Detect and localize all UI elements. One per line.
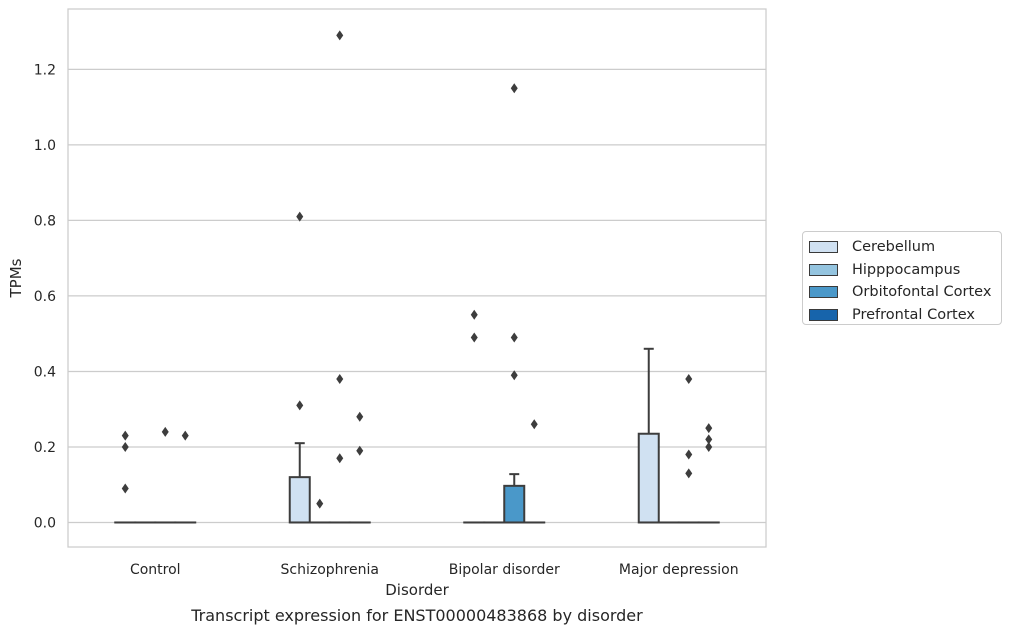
outlier-point: [181, 430, 189, 441]
box-body: [637, 432, 660, 524]
x-tick-label-control: Control: [130, 562, 181, 578]
outlier-point: [530, 419, 538, 430]
outlier-point: [705, 434, 713, 445]
outlier-point: [336, 373, 344, 384]
y-tick-label: 0.6: [34, 289, 56, 305]
y-axis-label: TPMs: [7, 258, 25, 298]
box-orbitofontal-cortex-bipolar-disorder: [503, 83, 526, 524]
x-axis-ticks: Control Schizophrenia Bipolar disorder Majo…: [130, 562, 739, 578]
outlier-point: [296, 211, 304, 222]
box-body: [503, 484, 526, 524]
legend-item-hippocampus: Hipppocampus: [809, 259, 1001, 282]
outlier-point: [705, 423, 713, 434]
outlier-point: [161, 426, 169, 437]
legend-item-cerebellum: Cerebellum: [809, 236, 1001, 259]
box-cerebellum-control: [114, 430, 137, 524]
y-tick-label: 0.2: [34, 440, 56, 456]
legend-swatch-orbitofrontal-cortex: [809, 286, 838, 299]
x-tick-label-bipolar-disorder: Bipolar disorder: [449, 562, 560, 578]
box-prefrontal-cortex-major-depression: [697, 423, 720, 524]
legend-swatch-prefrontal-cortex: [809, 308, 838, 321]
legend-label-cerebellum: Cerebellum: [852, 239, 936, 256]
box-cerebellum-schizophrenia: [288, 211, 311, 524]
box-prefrontal-cortex-schizophrenia: [348, 411, 371, 524]
outlier-point: [121, 430, 129, 441]
chart-legend: Cerebellum Hipppocampus Orbitofontal Cor…: [802, 231, 1002, 325]
y-tick-label: 0.0: [34, 515, 56, 531]
box-prefrontal-cortex-bipolar-disorder: [523, 419, 546, 524]
grid-lines: [68, 68, 766, 524]
legend-label-prefrontal-cortex: Prefrontal Cortex: [852, 306, 975, 323]
y-tick-label: 0.4: [34, 364, 56, 380]
legend-swatch-cerebellum: [809, 241, 838, 254]
legend-label-hippocampus: Hipppocampus: [852, 261, 961, 278]
box-orbitofontal-cortex-control: [154, 426, 177, 524]
legend-item-prefrontal-cortex: Prefrontal Cortex: [809, 304, 1001, 327]
legend-swatch-hippocampus: [809, 263, 838, 276]
y-axis-ticks: 0.0 0.2 0.4 0.6 0.8 1.0 1.2: [34, 62, 56, 531]
outlier-point: [685, 468, 693, 479]
y-tick-label: 1.0: [34, 138, 56, 154]
y-tick-label: 0.8: [34, 213, 56, 229]
box-plot-marks: [114, 30, 720, 524]
outlier-point: [121, 483, 129, 494]
outlier-point: [336, 30, 344, 41]
box-cerebellum-bipolar-disorder: [463, 309, 486, 524]
outlier-point: [121, 441, 129, 452]
x-axis-label: Disorder: [385, 581, 449, 599]
outlier-point: [510, 370, 518, 381]
chart-caption: Transcript expression for ENST0000048386…: [191, 606, 643, 625]
outlier-point: [296, 400, 304, 411]
outlier-point: [356, 445, 364, 456]
legend-label-orbitofrontal-cortex: Orbitofontal Cortex: [852, 284, 992, 301]
outlier-point: [705, 441, 713, 452]
x-tick-label-schizophrenia: Schizophrenia: [281, 562, 379, 578]
outlier-point: [685, 449, 693, 460]
legend-item-orbitofrontal-cortex: Orbitofontal Cortex: [809, 281, 1001, 304]
outlier-point: [470, 309, 478, 320]
outlier-point: [470, 332, 478, 343]
outlier-point: [510, 332, 518, 343]
box-cerebellum-major-depression: [637, 347, 660, 524]
y-tick-label: 1.2: [34, 62, 56, 78]
outlier-point: [685, 373, 693, 384]
box-body: [288, 476, 311, 524]
plot-area-frame: [67, 8, 767, 548]
outlier-point: [356, 411, 364, 422]
outlier-point: [316, 498, 324, 509]
outlier-point: [336, 453, 344, 464]
box-orbitofontal-cortex-major-depression: [677, 373, 700, 524]
outlier-point: [510, 83, 518, 94]
box-hipppocampus-schizophrenia: [308, 498, 331, 524]
box-orbitofontal-cortex-schizophrenia: [328, 30, 351, 524]
box-prefrontal-cortex-control: [174, 430, 197, 524]
x-tick-label-major-depression: Major depression: [619, 562, 739, 578]
